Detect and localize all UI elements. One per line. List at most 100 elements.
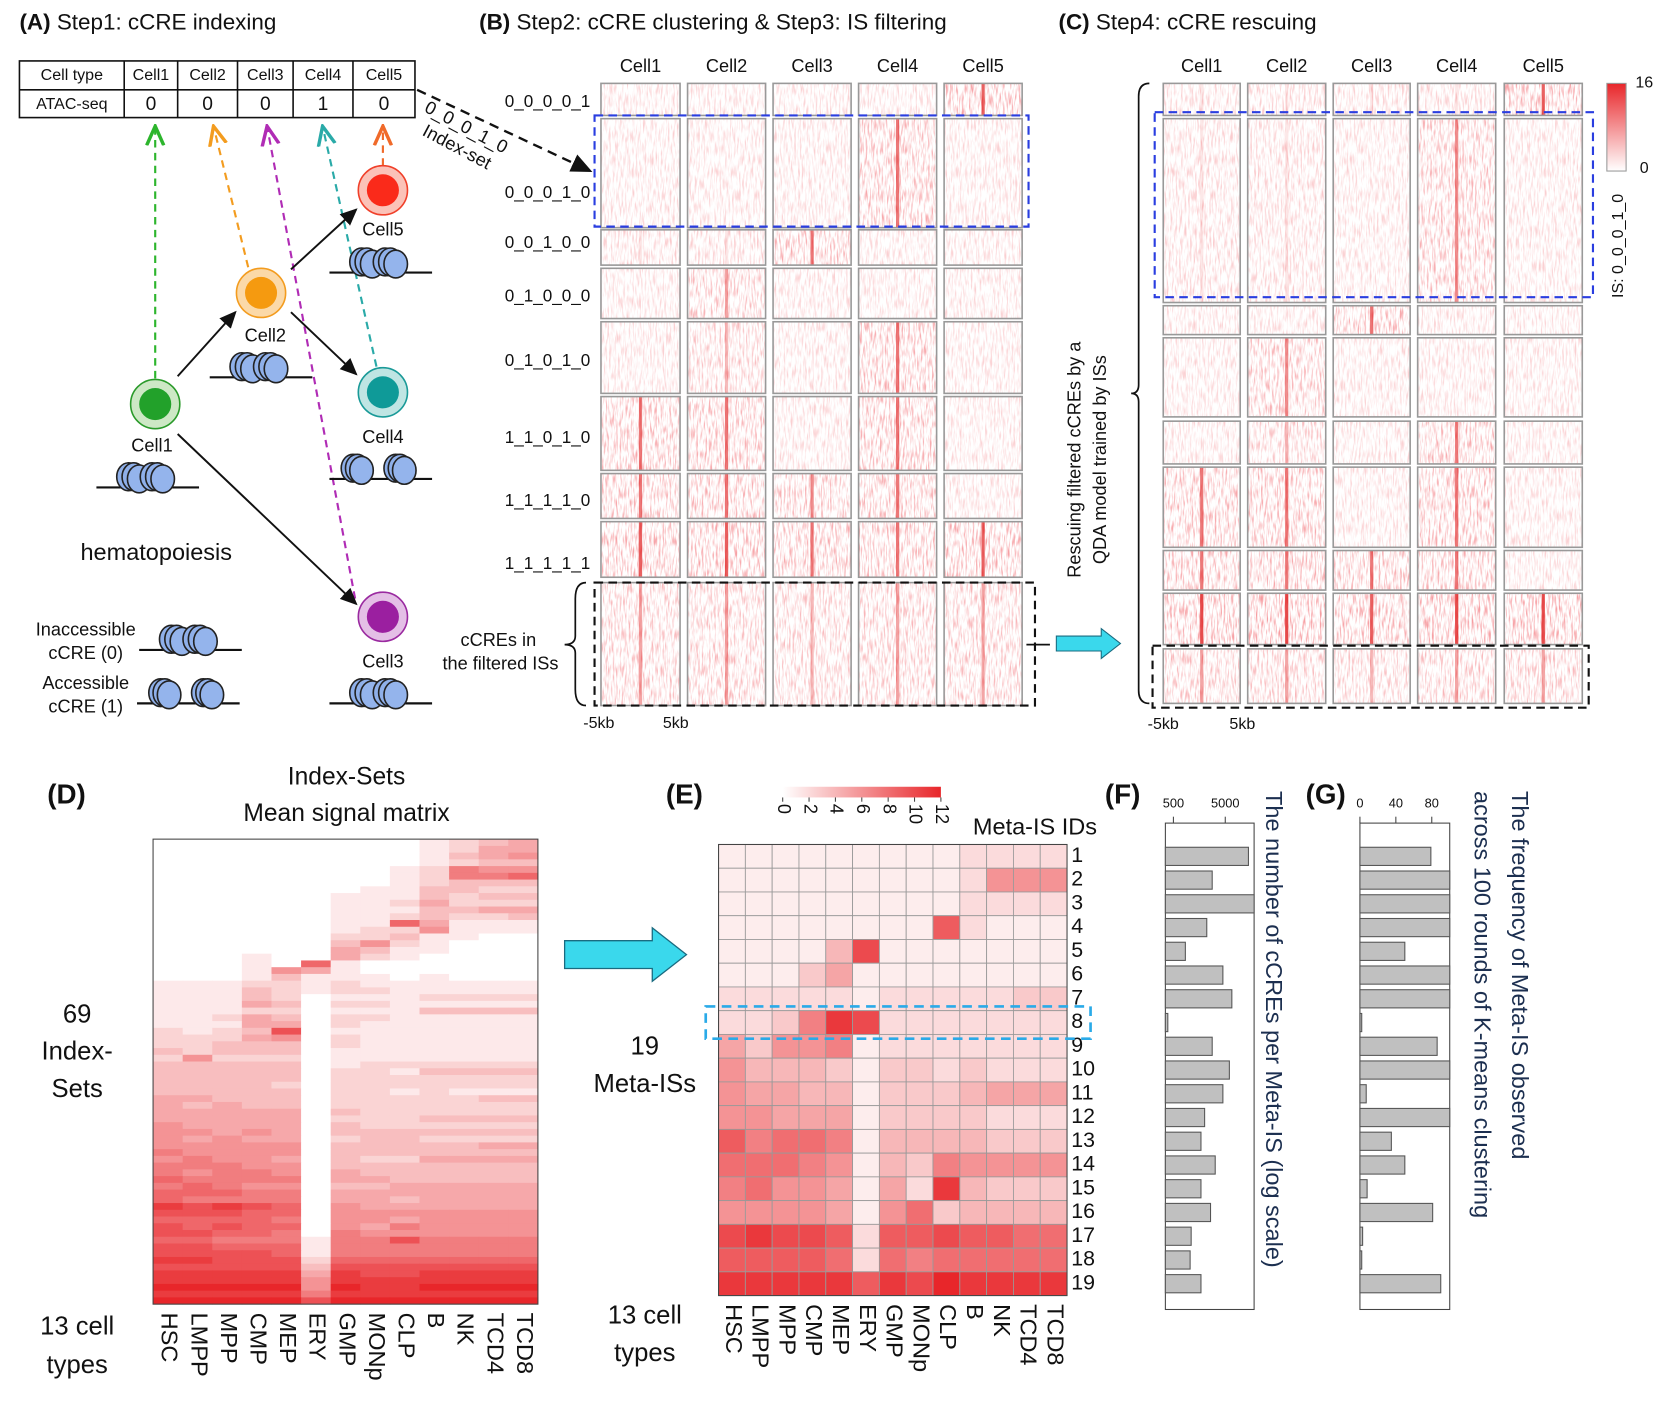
heatmap-cell: [389, 1149, 420, 1157]
heatmap-cell: [271, 987, 302, 995]
heatmap-cell: [389, 1128, 420, 1137]
heatmap-cell: [878, 1271, 907, 1297]
signal-texture: [1163, 305, 1241, 335]
heatmap-cell: [271, 1122, 302, 1130]
heatmap-cell: [825, 939, 854, 964]
bar: [1164, 1131, 1202, 1151]
heatmap-cell: [932, 1247, 961, 1273]
heatmap-cell: [986, 1176, 1014, 1202]
heatmap-cell: [330, 1075, 361, 1083]
label: 6: [1071, 962, 1083, 986]
label: ATAC-seq: [36, 95, 107, 113]
heatmap-cell: [153, 1169, 184, 1177]
heatmap-cell: [718, 1128, 746, 1154]
bar: [1359, 1274, 1442, 1294]
heatmap-cell: [852, 844, 880, 869]
heatmap-cell: [330, 1041, 361, 1049]
heatmap-cell: [1039, 1176, 1068, 1202]
heatmap-cell: [852, 1057, 880, 1083]
heatmap-cell: [825, 891, 854, 917]
heatmap-cell: [508, 1236, 539, 1244]
filtered-label: cCREs in: [461, 630, 537, 650]
heatmap-cell: [419, 1243, 450, 1251]
axis-title: across 100 rounds of K-means clustering: [1470, 791, 1496, 1218]
panel-label: (E): [666, 779, 703, 810]
heatmap-cell: [360, 839, 391, 847]
heatmap-cell: [508, 1088, 539, 1096]
heatmap-cell: [212, 1007, 243, 1015]
heatmap-cell: [852, 1081, 880, 1107]
heatmap-cell: [241, 946, 272, 955]
heatmap-cell: [330, 1149, 361, 1157]
heatmap-cell: [182, 1027, 213, 1036]
heatmap-cell: [478, 960, 509, 968]
heatmap-cell: [212, 1256, 243, 1265]
heatmap-cell: [212, 1283, 243, 1292]
heatmap-cell: [798, 1271, 827, 1297]
heatmap-cell: [212, 879, 243, 887]
heatmap-cell: [959, 1271, 988, 1297]
heatmap-cell: [878, 939, 907, 964]
heatmap-cell: [419, 1081, 450, 1089]
heatmap-cell: [852, 1223, 880, 1249]
signal-texture: [1417, 83, 1496, 116]
heatmap-cell: [1012, 1271, 1041, 1297]
heatmap-cell: [153, 893, 184, 901]
heatmap-cell: [932, 1105, 961, 1130]
heatmap-cell: [449, 1182, 480, 1191]
label: Cell2: [706, 56, 747, 76]
signal-texture: [773, 268, 852, 319]
signal-frame: [943, 472, 1023, 520]
heatmap-cell: [1012, 867, 1041, 893]
heatmap-cell: [301, 1236, 332, 1244]
heatmap-cell: [182, 1176, 213, 1184]
heatmap-cell: [271, 893, 302, 901]
heatmap-cell: [508, 1155, 539, 1164]
heatmap-cell: [771, 1128, 800, 1154]
heatmap-cell: [271, 1297, 302, 1305]
heatmap-cell: [389, 1048, 420, 1056]
heatmap-cell: [241, 1290, 272, 1298]
signal-frame: [1416, 420, 1497, 465]
heatmap-cell: [478, 1027, 509, 1036]
heatmap-cell: [986, 1247, 1014, 1273]
heatmap-cell: [241, 933, 272, 941]
heatmap-cell: [153, 1027, 184, 1036]
heatmap-cell: [878, 1247, 907, 1273]
heatmap-cell: [932, 1223, 961, 1249]
heatmap-cell: [153, 852, 184, 860]
heatmap-cell: [182, 893, 213, 901]
heatmap-cell: [241, 1223, 272, 1231]
heatmap-cell: [241, 1243, 272, 1251]
heatmap-cell: [878, 1200, 907, 1225]
heatmap-cell: [330, 1027, 361, 1036]
heatmap-cell: [449, 1007, 480, 1015]
heatmap-cell: [212, 1155, 243, 1164]
heatmap-cell: [271, 1068, 302, 1076]
heatmap-cell: [301, 1142, 332, 1150]
heatmap-cell: [1039, 1223, 1068, 1249]
heatmap-cell: [478, 1270, 509, 1278]
label: 6: [853, 804, 873, 814]
heatmap-cell: [419, 1277, 450, 1285]
heatmap-cell: [182, 960, 213, 968]
heatmap-cell: [449, 879, 480, 887]
heatmap-cell: [360, 1021, 391, 1029]
heatmap-cell: [1012, 1010, 1041, 1035]
heatmap-cell: [449, 899, 480, 907]
heatmap-cell: [508, 987, 539, 995]
heatmap-cell: [419, 1034, 450, 1042]
heatmap-cell: [508, 906, 539, 914]
heatmap-cell: [153, 1068, 184, 1076]
label: 12: [1071, 1104, 1095, 1128]
heatmap-cell: [301, 1122, 332, 1130]
heatmap-cell: [878, 1223, 907, 1249]
heatmap-cell: [959, 939, 988, 964]
heatmap-cell: [959, 867, 988, 893]
signal-center: [1285, 337, 1289, 417]
heatmap-cell: [478, 994, 509, 1002]
heatmap-cell: [478, 1162, 509, 1170]
heatmap-cell: [878, 1152, 907, 1178]
heatmap-cell: [153, 906, 184, 914]
nucleosome-icon: [138, 624, 243, 657]
